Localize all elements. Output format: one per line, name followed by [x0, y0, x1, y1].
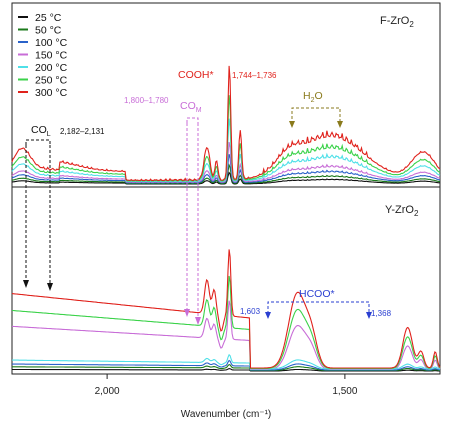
hcoo-bracket — [267, 301, 370, 314]
x-axis: 2,000 1,500 — [95, 374, 358, 397]
legend-label-6: 300 °C — [35, 87, 68, 99]
legend-label-5: 250 °C — [35, 75, 68, 87]
plot-frame — [11, 2, 441, 375]
co-l-bracket — [25, 139, 51, 145]
series-line-bottom-5 — [12, 275, 441, 370]
curves-top — [11, 65, 441, 185]
hcoo-arrowhead-2 — [366, 312, 372, 319]
hcoo-right-label: 1,368 — [371, 309, 392, 318]
h2o-bracket — [291, 107, 341, 124]
legend-label-4: 200 °C — [35, 62, 68, 74]
series-line-bottom-6 — [11, 249, 441, 369]
annotation-hcoo: HCOO* 1,603 1,368 — [240, 288, 392, 319]
series-line-top-2 — [11, 154, 441, 184]
cooh-range: 1,744–1,736 — [232, 71, 277, 80]
co-l-range: 2,182–2,131 — [60, 127, 105, 136]
cooh-label: COOH* — [178, 69, 214, 81]
legend-label-3: 150 °C — [35, 50, 68, 62]
h2o-arrowhead-2 — [337, 121, 343, 128]
annotation-co-l: COL 2,182–2,131 — [23, 124, 105, 291]
co-m-arrowhead-1 — [184, 309, 190, 317]
x-tick-label-1: 1,500 — [332, 386, 357, 397]
h2o-label: H2O — [303, 90, 323, 104]
co-m-bracket — [186, 117, 199, 123]
annotation-h2o: H2O — [289, 90, 343, 128]
series-line-top-3 — [11, 141, 441, 183]
co-l-arrowhead-1 — [23, 280, 29, 288]
h2o-arrowhead-1 — [289, 121, 295, 128]
annotation-co-m: 1,800–1,780 COM — [124, 96, 202, 325]
legend-label-2: 100 °C — [35, 37, 68, 49]
co-m-range: 1,800–1,780 — [124, 96, 169, 105]
x-axis-label: Wavenumber (cm⁻¹) — [181, 409, 271, 420]
co-l-label: COL — [31, 124, 51, 138]
series-line-top-1 — [11, 163, 440, 184]
annotation-cooh: COOH* 1,744–1,736 — [178, 69, 277, 81]
legend-label-0: 25 °C — [35, 12, 62, 24]
hcoo-arrowhead-1 — [265, 312, 271, 319]
series-line-top-0 — [11, 171, 440, 185]
series-line-top-6 — [11, 65, 441, 182]
legend-label-1: 50 °C — [35, 25, 62, 37]
hcoo-label: HCOO* — [299, 288, 335, 300]
panel-title-bottom: Y-ZrO2 — [385, 204, 419, 218]
curves-bottom — [11, 249, 441, 372]
co-m-arrowhead-2 — [195, 317, 201, 325]
x-tick-label-0: 2,000 — [95, 386, 120, 397]
panel-title-top: F-ZrO2 — [380, 15, 414, 29]
hcoo-left-label: 1,603 — [240, 307, 261, 316]
co-l-arrowhead-2 — [47, 283, 53, 291]
co-m-label: COM — [180, 100, 202, 114]
